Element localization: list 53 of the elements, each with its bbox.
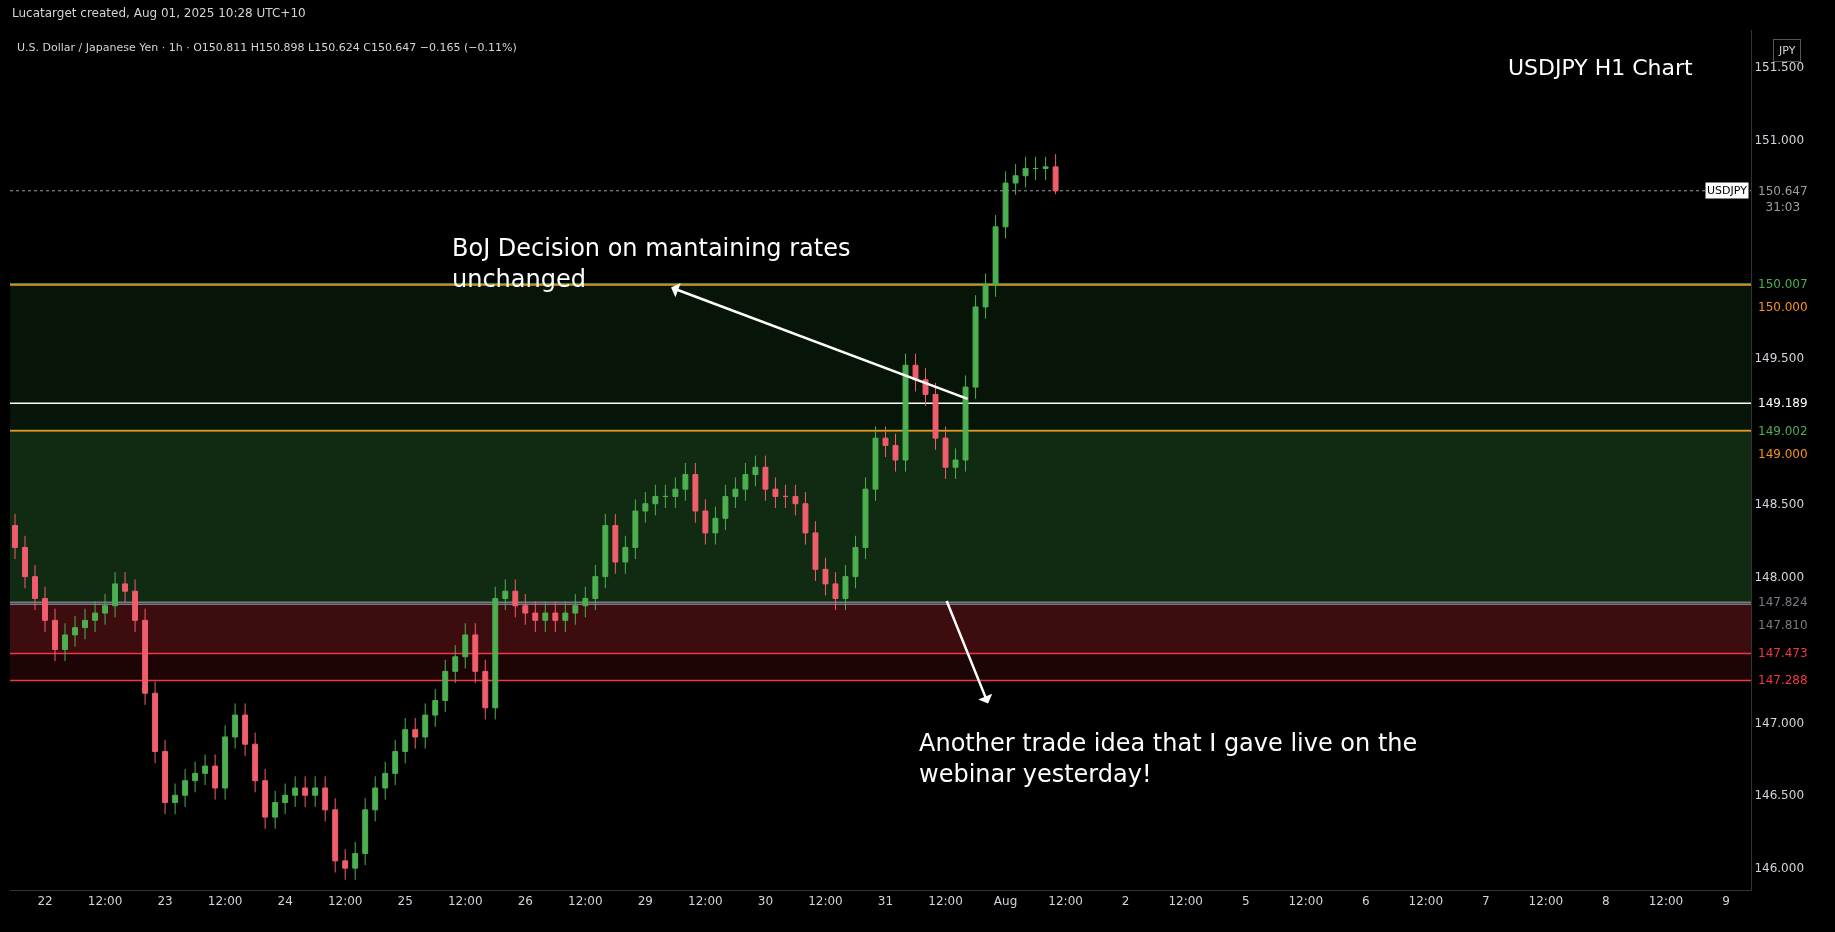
x-tick-label: 12:00 <box>1648 894 1684 909</box>
ref-line-label: 147.810 <box>1758 618 1808 632</box>
y-tick-label: 146.500 <box>1754 788 1805 803</box>
text: JPY <box>1778 44 1796 57</box>
x-tick-label: 25 <box>397 894 413 909</box>
y-tick-label: 148.000 <box>1754 569 1805 584</box>
x-tick-label: 12:00 <box>1168 894 1203 909</box>
x-tick-label: 6 <box>1361 894 1370 909</box>
ref-line-label: 147.288 <box>1758 673 1808 687</box>
x-tick-label: 12:00 <box>928 894 963 909</box>
ref-line-label: 149.002 <box>1758 424 1808 438</box>
x-tick-label: 12:00 <box>327 894 363 909</box>
annotation: USDJPY <box>1707 184 1748 197</box>
y-tick-label: 149.500 <box>1754 351 1805 366</box>
x-tick-label: 12:00 <box>1048 894 1083 909</box>
ref-line-label: 150.647 31:03 <box>1758 184 1808 214</box>
x-tick-label: 12:00 <box>207 894 243 909</box>
annotation: Another trade idea that I gave live on the webinar yesterday! <box>919 729 1418 789</box>
x-tick-label: 12:00 <box>568 894 603 909</box>
x-tick-label: 5 <box>1241 894 1250 909</box>
x-tick-label: 30 <box>757 894 774 909</box>
ref-line-label: 147.824 <box>1758 595 1808 609</box>
ref-line-label: 150.007 <box>1758 277 1808 291</box>
text: Lucatarget created, Aug 01, 2025 10:28 UTC+10 <box>12 6 306 20</box>
y-tick-label: 148.500 <box>1754 496 1805 511</box>
x-tick-label: Aug <box>993 894 1018 909</box>
y-tick-label: 151.000 <box>1754 132 1805 147</box>
text: U.S. Dollar / Japanese Yen · 1h · O150.811 H150.898 L150.624 C150.647 −0.165 (−0.11%) <box>17 41 517 54</box>
ref-line-label: 150.000 <box>1758 300 1808 314</box>
ref-line-label: 147.473 <box>1758 646 1808 660</box>
x-tick-label: 31 <box>877 894 894 909</box>
x-tick-label: 9 <box>1722 894 1730 909</box>
x-tick-label: 22 <box>37 894 53 909</box>
y-tick-label: 151.500 <box>1754 59 1805 74</box>
x-tick-label: 26 <box>517 894 533 909</box>
x-tick-label: 24 <box>277 894 293 909</box>
x-tick-label: 12:00 <box>1408 894 1444 909</box>
x-tick-label: 23 <box>157 894 173 909</box>
x-tick-label: 12:00 <box>1528 894 1564 909</box>
x-tick-label: 8 <box>1602 894 1610 909</box>
ref-line-label: 149.189 <box>1758 396 1808 410</box>
ref-line-label: 149.000 <box>1758 447 1808 461</box>
text: USDJPY H1 Chart <box>1508 55 1694 80</box>
x-tick-label: 12:00 <box>808 894 843 909</box>
x-tick-label: 29 <box>637 894 653 909</box>
y-tick-label: 147.000 <box>1754 715 1805 730</box>
x-tick-label: 12:00 <box>688 894 723 909</box>
x-tick-label: 12:00 <box>447 894 483 909</box>
x-tick-label: 7 <box>1482 894 1490 909</box>
x-tick-label: 2 <box>1121 894 1130 909</box>
x-tick-label: 12:00 <box>1288 894 1324 909</box>
x-tick-label: 12:00 <box>87 894 123 909</box>
y-tick-label: 146.000 <box>1754 861 1805 876</box>
